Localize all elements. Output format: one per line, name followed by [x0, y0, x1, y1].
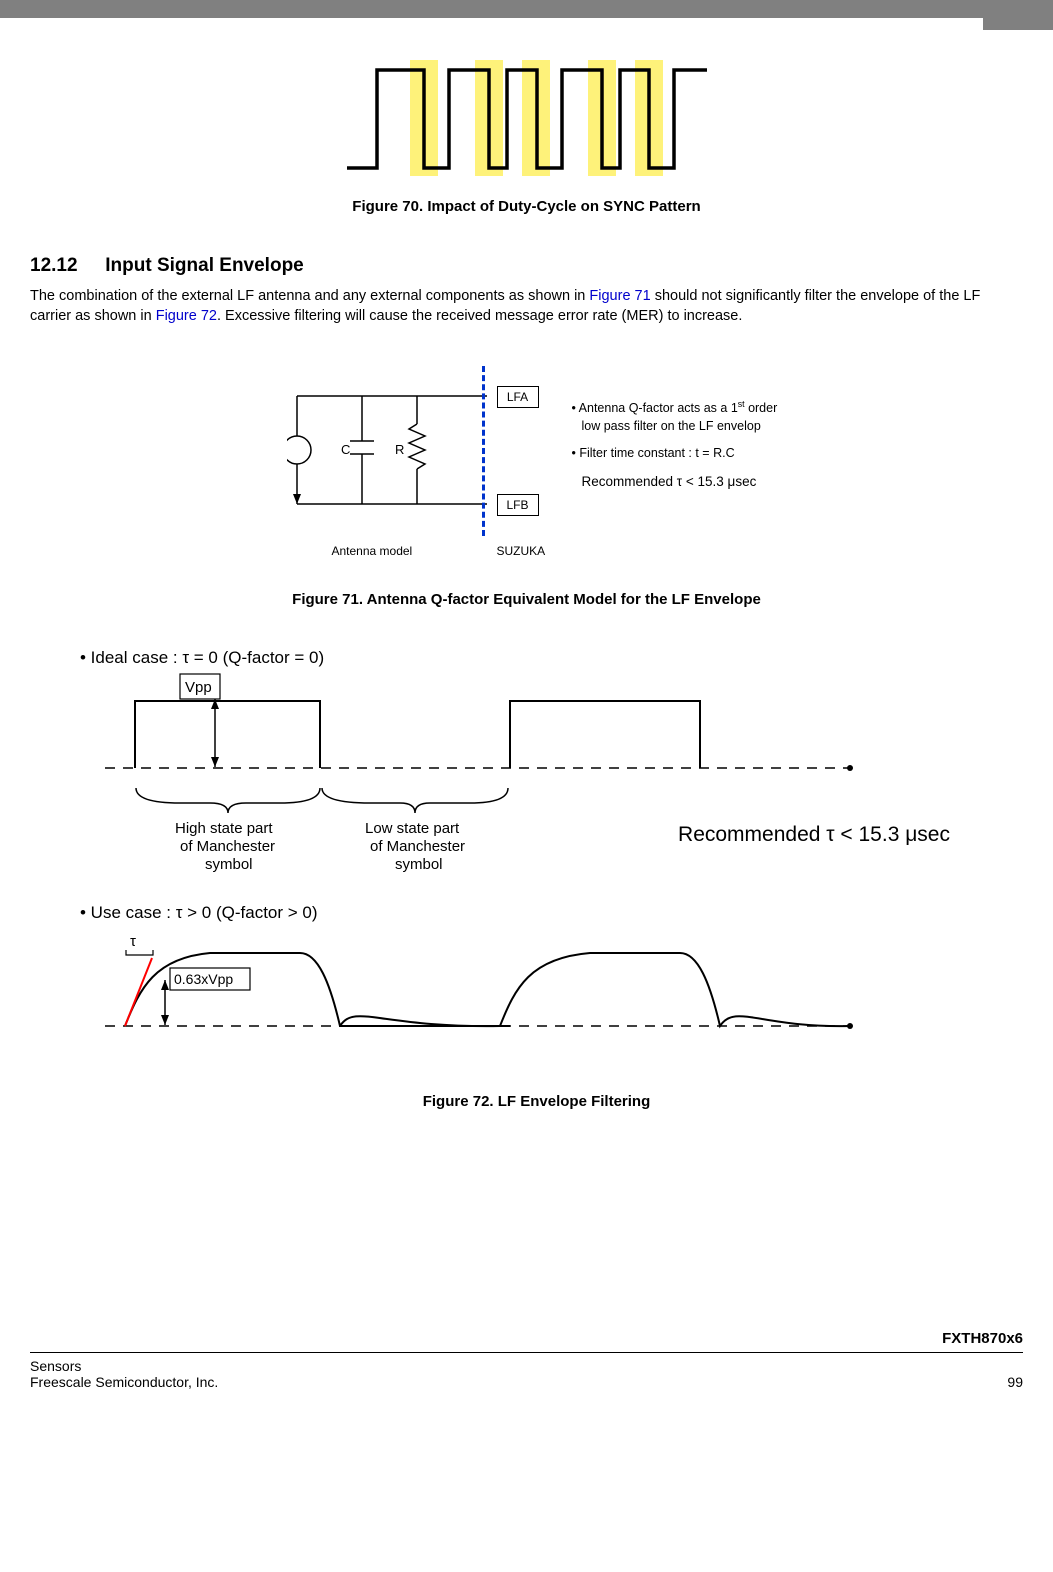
figure-71-dashed-line	[482, 366, 485, 536]
suzuka-label: SUZUKA	[497, 544, 546, 558]
svg-text:R: R	[395, 442, 404, 457]
figure-72: • Ideal case : τ = 0 (Q-factor = 0) Vpp …	[80, 648, 993, 1110]
note2: • Filter time constant : t = R.C	[572, 445, 778, 463]
ideal-case-label: • Ideal case : τ = 0 (Q-factor = 0)	[80, 648, 993, 668]
figure-71-circuit: C R	[287, 366, 487, 536]
footer-rule	[30, 1352, 1023, 1353]
lfb-box: LFB	[497, 494, 539, 516]
svg-text:0.63xVpp: 0.63xVpp	[174, 971, 233, 987]
note3: Recommended τ < 15.3 μsec	[582, 473, 778, 492]
section-title: Input Signal Envelope	[105, 255, 303, 276]
body-paragraph: The combination of the external LF anten…	[30, 287, 1023, 326]
body-part1: The combination of the external LF anten…	[30, 288, 589, 304]
footer-docid: FXTH870x6	[30, 1330, 1023, 1347]
footer-page-number: 99	[1007, 1374, 1023, 1390]
antenna-model-label: Antenna model	[332, 544, 413, 558]
figure-70-waveform	[342, 58, 712, 178]
link-figure-71[interactable]: Figure 71	[589, 288, 650, 304]
svg-text:of Manchester: of Manchester	[180, 838, 275, 855]
page-footer: FXTH870x6 Sensors Freescale Semiconducto…	[0, 1330, 1053, 1410]
section-number: 12.12	[30, 255, 100, 277]
svg-text:symbol: symbol	[395, 856, 443, 873]
figure-70-caption: Figure 70. Impact of Duty-Cycle on SYNC …	[30, 198, 1023, 215]
top-gray-bar	[0, 0, 1053, 18]
svg-text:C: C	[341, 442, 350, 457]
note1-sup: st	[738, 399, 745, 409]
note1b: order	[745, 401, 778, 415]
figure-72-recommended: Recommended τ < 15.3 μsec	[678, 823, 950, 847]
figure-72-use-diagram: τ 0.63xVpp	[80, 928, 1000, 1068]
svg-text:τ: τ	[130, 933, 136, 950]
svg-text:symbol: symbol	[205, 856, 253, 873]
figure-70: Figure 70. Impact of Duty-Cycle on SYNC …	[30, 58, 1023, 215]
figure-72-caption: Figure 72. LF Envelope Filtering	[80, 1093, 993, 1110]
footer-left: Sensors Freescale Semiconductor, Inc.	[30, 1358, 218, 1390]
svg-text:High state part: High state part	[175, 820, 273, 837]
use-case-label: • Use case : τ > 0 (Q-factor > 0)	[80, 903, 993, 923]
svg-text:Low state part: Low state part	[365, 820, 460, 837]
footer-sensors: Sensors	[30, 1358, 218, 1374]
svg-text:Vpp: Vpp	[185, 679, 212, 696]
body-part3: . Excessive filtering will cause the rec…	[217, 308, 742, 324]
lfa-box: LFA	[497, 386, 539, 408]
link-figure-72[interactable]: Figure 72	[156, 308, 217, 324]
footer-company: Freescale Semiconductor, Inc.	[30, 1374, 218, 1390]
figure-71-caption: Figure 71. Antenna Q-factor Equivalent M…	[30, 591, 1023, 608]
section-heading: 12.12 Input Signal Envelope	[30, 255, 1023, 277]
page-content: Figure 70. Impact of Duty-Cycle on SYNC …	[0, 18, 1053, 1110]
top-gray-bar-right	[983, 0, 1053, 30]
svg-text:of Manchester: of Manchester	[370, 838, 465, 855]
figure-71-notes: • Antenna Q-factor acts as a 1st order l…	[572, 398, 778, 502]
note1a: • Antenna Q-factor acts as a 1	[572, 401, 738, 415]
figure-71: C R LFA LFB Antenna model SUZUKA • Anten…	[137, 366, 917, 566]
note1c: low pass filter on the LF envelop	[582, 419, 761, 433]
figure-72-ideal-diagram: Vpp High state part of Manchester symbol…	[80, 673, 1000, 893]
